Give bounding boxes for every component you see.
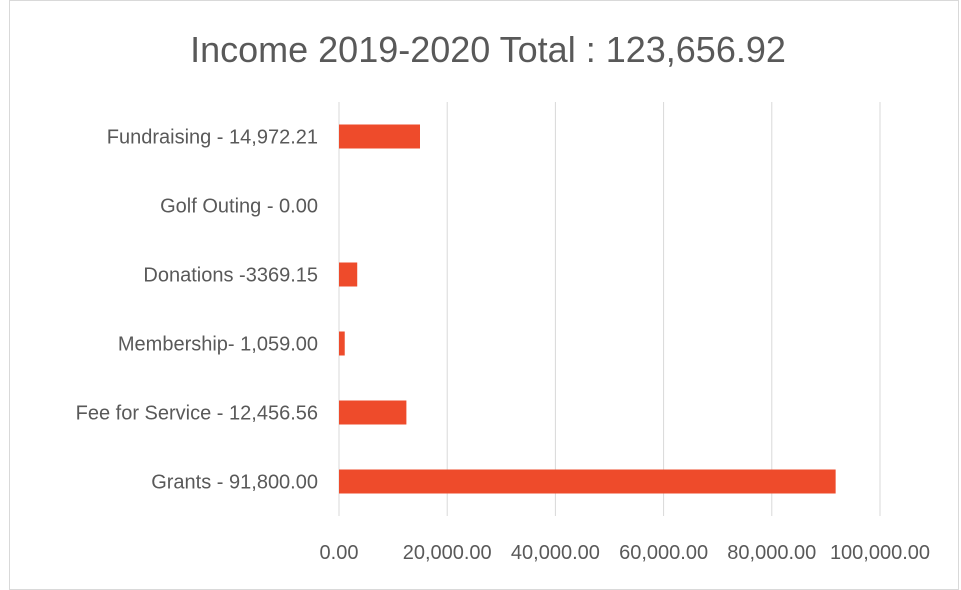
bar [339,331,345,356]
gridlines [338,102,881,516]
category-label: Donations -3369.15 [143,265,318,287]
category-labels: Fundraising - 14,972.21 Golf Outing - 0.0… [76,127,318,494]
x-tick-label: 20,000.00 [403,542,492,564]
category-label: Membership- 1,059.00 [118,334,318,356]
category-label: Fee for Service - 12,456.56 [76,403,318,425]
x-tick-label: 60,000.00 [619,542,708,564]
x-tick-label: 80,000.00 [727,542,816,564]
x-tick-label: 0.00 [320,542,359,564]
bar [339,469,836,494]
category-label: Fundraising - 14,972.21 [107,127,318,149]
income-bar-chart: Income 2019-2020 Total : 123,656.92 Fund… [76,29,931,564]
x-tick-label: 40,000.00 [511,542,600,564]
category-label: Golf Outing - 0.00 [160,196,318,218]
bars [339,124,836,494]
bar [339,400,407,425]
x-tick-labels: 0.00 20,000.00 40,000.00 60,000.00 80,000.00… [320,542,931,564]
category-label: Grants - 91,800.00 [151,472,318,494]
x-tick-label: 100,000.00 [830,542,930,564]
chart-title: Income 2019-2020 Total : 123,656.92 [190,29,786,70]
bar [339,124,420,149]
bar [339,262,358,287]
